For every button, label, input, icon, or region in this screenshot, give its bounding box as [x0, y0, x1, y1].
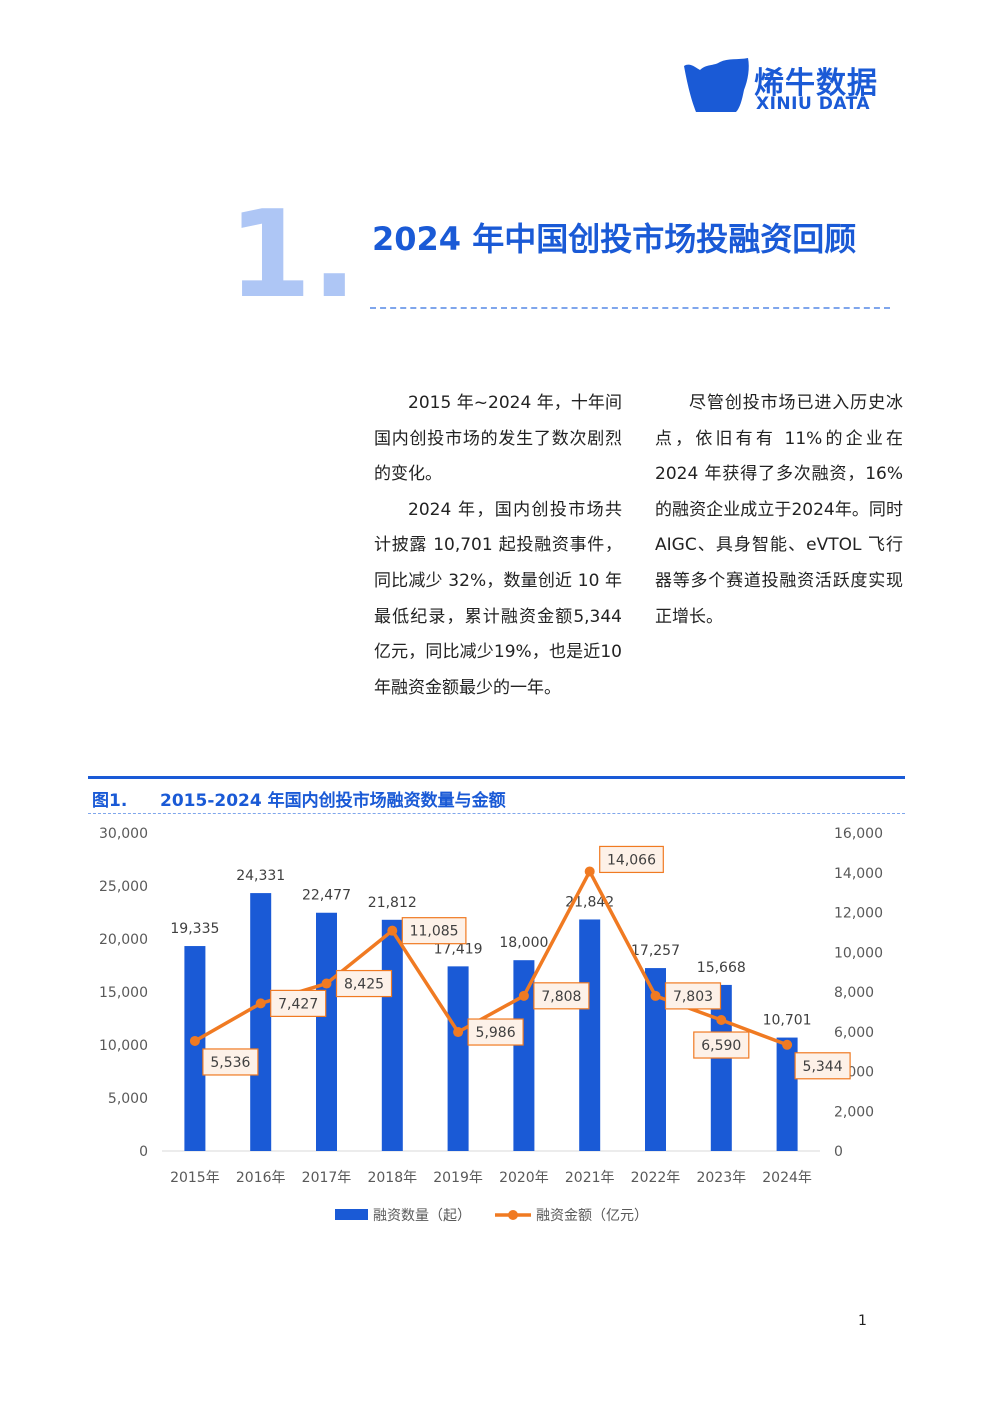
- line-data-label-box: [794, 1052, 851, 1080]
- x-tick-label: 2017年: [302, 1170, 352, 1186]
- line-point: [387, 925, 398, 936]
- bar: [513, 960, 535, 1151]
- line-data-label-box: [693, 1031, 750, 1059]
- bar-data-label: 22,477: [302, 888, 351, 904]
- brand-logo: 烯牛数据 XINIU DATA: [684, 58, 894, 114]
- bar-data-label: 17,419: [434, 941, 483, 957]
- x-tick-label: 2024年: [762, 1170, 812, 1186]
- legend-bar-swatch: [335, 1209, 368, 1220]
- x-tick-label: 2021年: [565, 1170, 615, 1186]
- line-point: [321, 978, 332, 989]
- y-left-tick-label: 20,000: [99, 932, 148, 948]
- legend-line-marker: [508, 1210, 518, 1220]
- page-number: 1: [858, 1313, 867, 1329]
- figure-title: 2015-2024 年国内创投市场融资数量与金额: [160, 791, 506, 811]
- line-point: [584, 866, 595, 877]
- line-data-label: 5,986: [476, 1025, 516, 1041]
- line-data-label-box: [401, 917, 467, 945]
- title-divider: [370, 307, 890, 309]
- line-data-label: 11,085: [410, 924, 459, 940]
- figure-bottom-rule: [88, 813, 905, 814]
- y-right-tick-label: 14,000: [834, 866, 883, 882]
- paragraph: 2024 年，国内创投市场共计披露 10,701 起投融资事件，同比减少 32%…: [374, 499, 622, 698]
- bar-data-label: 15,668: [697, 960, 746, 976]
- line-point: [255, 998, 266, 1009]
- body-column-left: 2015 年~2024 年，十年间国内创投市场的发生了数次剧烈的变化。 2024…: [374, 386, 622, 706]
- section-title: 2024 年中国创投市场投融资回顾: [372, 220, 857, 258]
- line-data-label: 6,590: [701, 1038, 741, 1054]
- line-data-label: 5,344: [803, 1059, 843, 1075]
- line-point: [716, 1015, 727, 1026]
- brand-name-en: XINIU DATA: [756, 94, 871, 114]
- line-data-label: 14,066: [607, 852, 656, 868]
- line-data-label-box: [270, 989, 327, 1017]
- y-left-tick-label: 30,000: [99, 826, 148, 842]
- line-point: [782, 1039, 793, 1050]
- bar-data-label: 21,812: [368, 895, 417, 911]
- line-data-label-box: [664, 982, 722, 1010]
- x-tick-label: 2016年: [236, 1170, 286, 1186]
- y-right-tick-label: 16,000: [834, 826, 883, 842]
- y-right-tick-label: 12,000: [834, 906, 883, 922]
- paragraph: 尽管创投市场已进入历史冰点，依旧有有 11%的企业在 2024 年获得了多次融资…: [655, 393, 903, 627]
- line-data-label-box: [335, 969, 393, 998]
- body-column-right: 尽管创投市场已进入历史冰点，依旧有有 11%的企业在 2024 年获得了多次融资…: [655, 386, 903, 635]
- bar: [579, 919, 601, 1151]
- bar: [710, 984, 732, 1151]
- x-tick-label: 2020年: [499, 1170, 549, 1186]
- y-left-tick-label: 0: [139, 1144, 148, 1160]
- line-point: [650, 990, 661, 1001]
- bar-data-label: 10,701: [763, 1013, 812, 1029]
- bar-data-label: 18,000: [499, 935, 548, 951]
- y-left-tick-label: 15,000: [99, 985, 148, 1001]
- x-tick-label: 2022年: [631, 1170, 681, 1186]
- line-data-label: 8,425: [344, 977, 384, 993]
- brand-name-cn: 烯牛数据: [754, 66, 878, 101]
- line-data-label: 7,808: [541, 989, 581, 1005]
- line-data-label: 7,427: [278, 996, 318, 1012]
- x-tick-label: 2015年: [170, 1170, 220, 1186]
- figure-top-rule: [88, 776, 905, 779]
- figure-label: 图1.: [92, 791, 128, 811]
- line-data-label-box: [599, 845, 664, 874]
- section-number: 1.: [228, 186, 358, 325]
- x-tick-label: 2019年: [433, 1170, 483, 1186]
- y-right-tick-label: 8,000: [834, 985, 874, 1001]
- bar: [645, 968, 666, 1151]
- bar: [776, 1037, 798, 1151]
- bar: [184, 946, 206, 1151]
- y-right-tick-label: 2,000: [834, 1104, 874, 1120]
- line-data-label-box: [467, 1018, 524, 1046]
- bar: [250, 893, 272, 1151]
- line-data-label: 5,536: [210, 1055, 250, 1071]
- line-data-label-box: [533, 982, 590, 1010]
- legend-label: 融资数量（起）: [373, 1208, 471, 1224]
- bar-data-label: 21,842: [565, 894, 614, 910]
- x-tick-label: 2018年: [367, 1170, 417, 1186]
- bar-data-label: 19,335: [170, 921, 219, 937]
- line-data-label-box: [202, 1048, 259, 1076]
- rhino-logo-icon: [684, 58, 749, 112]
- bar-data-label: 24,331: [236, 868, 285, 884]
- y-left-tick-label: 10,000: [99, 1038, 148, 1054]
- y-left-tick-label: 5,000: [108, 1091, 148, 1107]
- y-left-tick-label: 25,000: [99, 879, 148, 895]
- legend-label: 融资金额（亿元）: [536, 1208, 648, 1224]
- bar: [447, 966, 469, 1151]
- y-right-tick-label: 10,000: [834, 945, 883, 961]
- line-point: [189, 1035, 200, 1046]
- line-point: [453, 1027, 464, 1038]
- line-point: [518, 990, 529, 1001]
- paragraph: 2015 年~2024 年，十年间国内创投市场的发生了数次剧烈的变化。: [374, 393, 622, 485]
- bar: [316, 912, 337, 1151]
- line-data-label: 7,803: [673, 989, 713, 1005]
- bar-data-label: 17,257: [631, 943, 680, 959]
- y-right-tick-label: 0: [834, 1144, 843, 1160]
- x-tick-label: 2023年: [696, 1170, 746, 1186]
- y-right-tick-label: 6,000: [834, 1025, 874, 1041]
- bar: [381, 919, 403, 1151]
